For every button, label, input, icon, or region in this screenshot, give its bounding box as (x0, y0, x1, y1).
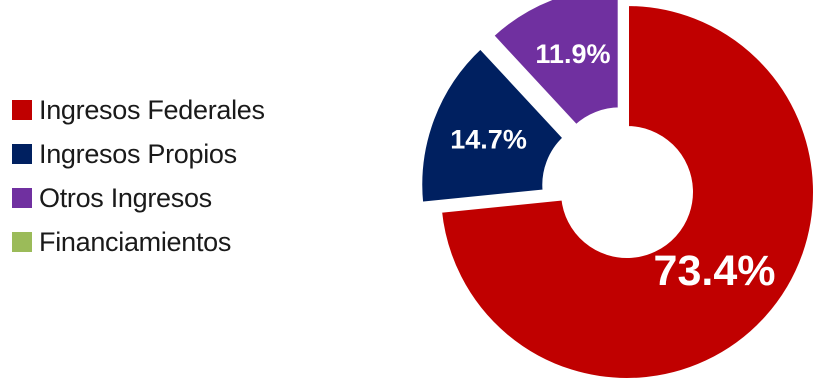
legend-label: Otros Ingresos (39, 182, 212, 213)
donut-slice-otros-ingresos (489, 0, 622, 130)
legend-swatch (12, 188, 32, 208)
legend-item-financiamientos: Financiamientos (12, 220, 312, 264)
legend-item-ingresos-federales: Ingresos Federales (12, 88, 312, 132)
legend-swatch (12, 232, 32, 252)
legend-swatch (12, 144, 32, 164)
legend-item-ingresos-propios: Ingresos Propios (12, 132, 312, 176)
legend-label: Ingresos Propios (39, 138, 237, 169)
data-label-otros-ingresos: 11.9% (535, 39, 610, 69)
chart-legend: Ingresos Federales Ingresos Propios Otro… (12, 88, 312, 264)
legend-label: Financiamientos (39, 226, 232, 257)
legend-label: Ingresos Federales (39, 94, 265, 125)
legend-swatch (12, 100, 32, 120)
donut-slice-ingresos-federales (437, 1, 816, 382)
data-label-ingresos-propios: 14.7% (450, 125, 527, 155)
legend-item-otros-ingresos: Otros Ingresos (12, 176, 312, 220)
donut-slice-ingresos-propios (418, 44, 568, 206)
data-label-ingresos-federales: 73.4% (654, 247, 776, 295)
